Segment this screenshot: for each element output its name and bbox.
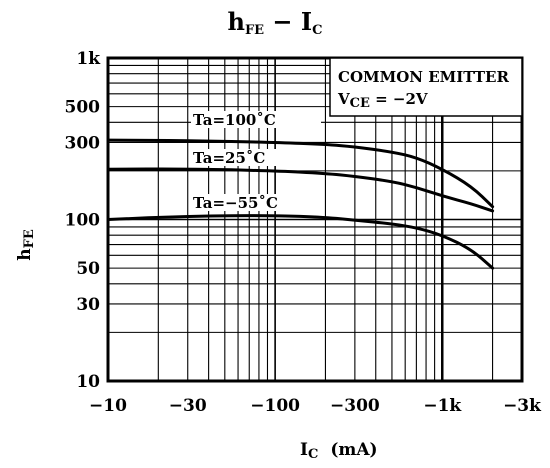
x-tick-label: −10	[89, 396, 127, 416]
y-tick-label: 1k	[76, 49, 101, 69]
y-tick-label: 100	[65, 211, 101, 231]
series-curves	[106, 138, 495, 270]
y-tick-label: 300	[65, 133, 101, 153]
x-axis-label: IC (mA)	[300, 440, 378, 462]
y-tick-label: 10	[76, 372, 100, 392]
y-tick-label: 30	[76, 295, 100, 315]
y-tick-label: 50	[76, 259, 100, 279]
series-line-1	[106, 138, 495, 209]
x-tick-label: −1k	[423, 396, 462, 416]
series-label-3: Ta=−55˚C	[193, 194, 278, 212]
series-label-bg	[191, 194, 321, 211]
x-tick-labels: −10 −30 −100 −300 −1k −3k	[89, 396, 542, 416]
annotation-common-emitter: COMMON EMITTER	[338, 68, 509, 86]
y-tick-labels: 10 30 50 100 300 500 1k	[65, 49, 102, 392]
annotation-box	[329, 57, 523, 117]
series-labels: Ta=100˚C Ta=25˚C Ta=−55˚C	[191, 111, 321, 212]
series-line-2	[106, 167, 495, 213]
series-label-bg	[191, 111, 321, 128]
annotation-vce: VCE = −2V	[337, 90, 428, 111]
x-tick-label: −100	[250, 396, 300, 416]
y-axis-label: hFE	[15, 229, 37, 261]
series-label-1: Ta=100˚C	[193, 111, 276, 129]
chart-title: hFE − IC	[227, 7, 322, 38]
x-tick-label: −3k	[503, 396, 542, 416]
series-label-2: Ta=25˚C	[193, 149, 265, 167]
x-tick-label: −30	[169, 396, 207, 416]
x-tick-label: −300	[330, 396, 380, 416]
series-line-3	[106, 214, 495, 270]
y-tick-label: 500	[65, 98, 101, 118]
series-label-bg	[191, 149, 321, 166]
